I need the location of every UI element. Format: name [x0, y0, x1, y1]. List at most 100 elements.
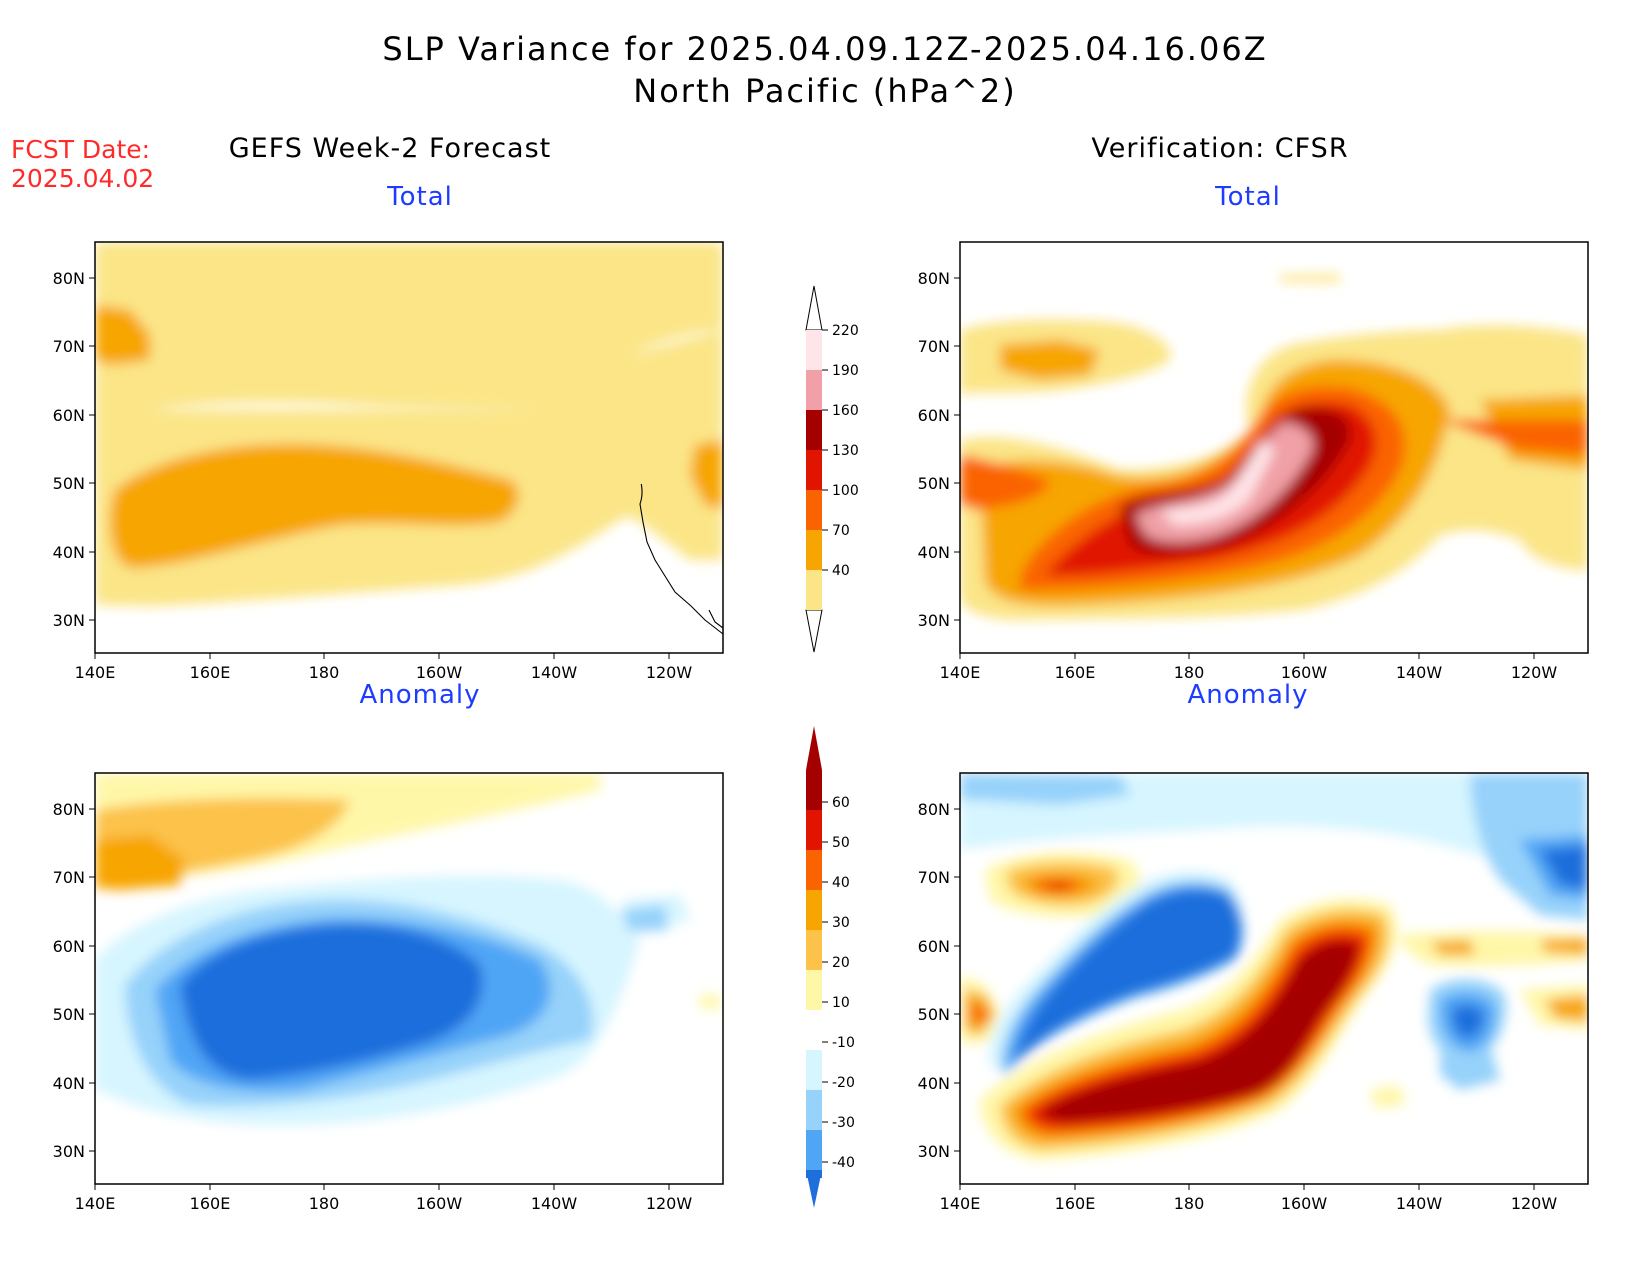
y-tick-label: 40N — [918, 1074, 950, 1093]
x-tick-label: 140W — [531, 663, 578, 682]
panel-label-anomaly-verification: Anomaly — [1187, 680, 1309, 710]
x-tick-label: 180 — [1174, 663, 1205, 682]
colorbar-level-label: 130 — [832, 443, 859, 459]
colorbar-level-label: -20 — [832, 1075, 855, 1091]
x-tick-label: 120W — [1511, 663, 1558, 682]
y-tick-label: 30N — [918, 611, 950, 630]
y-tick-label: 80N — [53, 800, 85, 819]
colorbar-level-label: 30 — [832, 915, 850, 931]
colorbar-level-label: 40 — [832, 875, 850, 891]
colorbar-swatch — [806, 1090, 822, 1130]
x-tick-label: 140W — [1396, 1194, 1443, 1213]
y-tick-label: 70N — [918, 337, 950, 356]
fcst-date: 2025.04.02 — [11, 164, 155, 193]
colorbar-top-arrow — [806, 726, 822, 770]
x-tick-label: 120W — [1511, 1194, 1558, 1213]
axes-layer: 140E 160E 180 160W 140W 120W 80N 70N 60N 50N 40N 30… — [53, 269, 1558, 1213]
map-panel-forecast-total — [95, 242, 723, 653]
colorbar-swatch — [806, 1130, 822, 1170]
x-tick-label: 120W — [646, 663, 693, 682]
y-tick-label: 60N — [918, 406, 950, 425]
y-tick-label: 70N — [918, 868, 950, 887]
colorbar-level-label: 190 — [832, 363, 859, 379]
y-tick-label: 50N — [918, 474, 950, 493]
x-tick-label: 180 — [309, 663, 340, 682]
x-tick-label: 160W — [416, 1194, 463, 1213]
y-tick-label: 40N — [918, 543, 950, 562]
colorbar-level-label: 20 — [832, 955, 850, 971]
colorbar-bottom-arrow — [805, 609, 823, 653]
colorbar-swatch — [806, 890, 822, 930]
y-tick-label: 60N — [53, 406, 85, 425]
colorbar-swatch — [806, 410, 822, 450]
x-tick-label: 160W — [1281, 663, 1328, 682]
x-tick-label: 180 — [309, 1194, 340, 1213]
panel-frame-verification-anomaly — [959, 772, 1589, 1185]
y-tick-label: 60N — [53, 937, 85, 956]
y-tick-label: 70N — [53, 337, 85, 356]
colorbar-anomaly: 60 50 40 30 20 10 -10 -20 -30 -40 — [806, 726, 855, 1208]
map-panel-forecast-anomaly — [95, 773, 723, 1184]
x-tick-label: 140E — [940, 663, 981, 682]
panel-frame-forecast-anomaly — [94, 772, 724, 1185]
x-tick-label: 160E — [190, 1194, 231, 1213]
x-tick-label: 140E — [940, 1194, 981, 1213]
y-tick-label: 30N — [53, 611, 85, 630]
panel-label-total-verification: Total — [1215, 182, 1281, 212]
x-tick-label: 160E — [190, 663, 231, 682]
colorbar-level-label: 60 — [832, 795, 850, 811]
colorbar-swatch — [806, 1010, 822, 1050]
colorbar-swatch — [806, 370, 822, 410]
panel-label-anomaly-forecast: Anomaly — [359, 680, 481, 710]
y-tick-label: 30N — [53, 1142, 85, 1161]
colorbar-level-label: 40 — [832, 563, 850, 579]
colorbar-swatch — [806, 970, 822, 1010]
colorbar-level-label: 10 — [832, 995, 850, 1011]
x-tick-label: 160W — [1281, 1194, 1328, 1213]
colorbar-level-label: 100 — [832, 483, 859, 499]
y-tick-label: 50N — [53, 1005, 85, 1024]
colorbar-level-label: 220 — [832, 323, 859, 339]
colorbar-level-label: -30 — [832, 1115, 855, 1131]
colorbar-swatch — [806, 770, 822, 810]
y-tick-label: 40N — [53, 1074, 85, 1093]
x-tick-label: 180 — [1174, 1194, 1205, 1213]
x-tick-label: 140E — [75, 663, 116, 682]
left-column-heading: GEFS Week-2 Forecast — [228, 133, 552, 164]
colorbar-level-label: -40 — [832, 1155, 855, 1171]
colorbar-swatch — [806, 570, 822, 610]
colorbar-level-label: 160 — [832, 403, 859, 419]
colorbar-swatch — [806, 1170, 822, 1178]
y-tick-label: 30N — [918, 1142, 950, 1161]
colorbar-swatch — [806, 530, 822, 570]
colorbar-swatch — [806, 930, 822, 970]
y-tick-label: 60N — [918, 937, 950, 956]
panel-frame-forecast-total — [94, 241, 724, 654]
y-tick-label: 50N — [918, 1005, 950, 1024]
colorbar-level-label: 50 — [832, 835, 850, 851]
x-tick-label: 140W — [531, 1194, 578, 1213]
x-tick-label: 160E — [1055, 1194, 1096, 1213]
map-panel-verification-anomaly — [960, 773, 1588, 1184]
y-tick-label: 70N — [53, 868, 85, 887]
x-tick-label: 140E — [75, 1194, 116, 1213]
panel-frame-verification-total — [959, 241, 1589, 654]
y-tick-label: 80N — [918, 800, 950, 819]
map-panel-verification-total — [960, 242, 1588, 653]
colorbar-level-label: -10 — [832, 1035, 855, 1051]
colorbar-bottom-arrow — [806, 1170, 822, 1208]
main-title: SLP Variance for 2025.04.09.12Z-2025.04.… — [382, 30, 1268, 68]
colorbar-swatch — [806, 330, 822, 370]
x-tick-label: 120W — [646, 1194, 693, 1213]
x-tick-label: 160W — [416, 663, 463, 682]
forecast-date-label: FCST Date: 2025.04.02 — [11, 135, 154, 193]
x-tick-label: 160E — [1055, 663, 1096, 682]
colorbar-swatch — [806, 450, 822, 490]
main-subtitle: North Pacific (hPa^2) — [633, 72, 1017, 110]
colorbar-top-arrow — [805, 285, 823, 331]
colorbar-swatch — [806, 810, 822, 850]
right-column-heading: Verification: CFSR — [1091, 133, 1349, 164]
y-tick-label: 40N — [53, 543, 85, 562]
colorbar-level-label: 70 — [832, 523, 850, 539]
